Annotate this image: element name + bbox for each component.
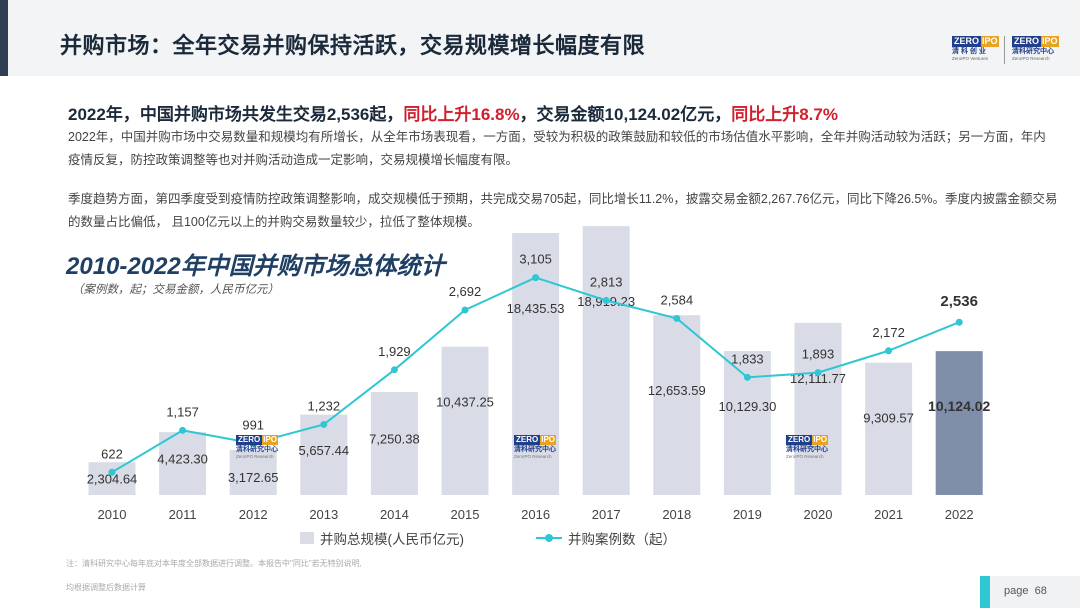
x-tick-label: 2018 (662, 507, 691, 522)
line-value-label: 1,157 (166, 404, 199, 419)
x-tick-label: 2013 (309, 507, 338, 522)
x-tick-label: 2022 (945, 507, 974, 522)
bar-value-label: 3,172.65 (228, 470, 279, 485)
legend-item-bar: 并购总规模(人民币亿元) (300, 528, 464, 548)
legend-bar-swatch (300, 532, 314, 544)
x-tick-label: 2016 (521, 507, 550, 522)
page-title: 并购市场：全年交易并购保持活跃，交易规模增长幅度有限 (60, 33, 646, 58)
bar-value-label: 2,304.64 (87, 472, 138, 487)
case-count-point-2021 (885, 347, 893, 355)
bar-2022 (935, 351, 983, 495)
bar-value-label: 10,129.30 (718, 399, 776, 414)
bar-value-label: 5,657.44 (298, 443, 349, 458)
chart-subtitle: （案例数，起；交易金额，人民币亿元） (72, 284, 279, 296)
case-count-point-2017 (602, 297, 610, 305)
legend-label-line: 并购案例数（起） (568, 532, 676, 547)
x-tick-label: 2011 (169, 507, 197, 522)
bar-2015 (441, 346, 489, 495)
line-value-label: 1,929 (378, 344, 411, 359)
line-value-label: 991 (242, 417, 264, 432)
logo-divider (1004, 36, 1005, 64)
case-count-point-2022 (955, 318, 963, 326)
watermark-logo: ZERO IPO 清科研究中心 ZeroIPO Research (514, 435, 557, 459)
case-count-point-2011 (179, 426, 187, 434)
bar-value-label: 7,250.38 (369, 431, 420, 446)
bar-2021 (865, 362, 913, 495)
bar-2020 (794, 322, 842, 495)
case-count-point-2018 (673, 314, 681, 322)
x-tick-label: 2020 (804, 507, 833, 522)
chart-legend: 并购总规模(人民币亿元) 并购案例数（起） (300, 528, 676, 548)
x-tick-label: 2021 (874, 507, 903, 522)
case-count-point-2013 (320, 420, 328, 428)
line-value-label: 2,813 (590, 275, 623, 290)
case-count-point-2019 (743, 373, 751, 381)
case-count-point-2015 (461, 306, 469, 314)
bar-value-label: 4,423.30 (157, 452, 208, 467)
x-tick-label: 2014 (380, 507, 409, 522)
zeroipo-ventures-logo: ZERO IPO 清 科 创 业 ZeroIPO Ventures (952, 36, 999, 61)
line-value-label: 2,692 (449, 284, 482, 299)
bar-value-label: 18,435.53 (507, 301, 565, 316)
line-value-label: 1,893 (802, 347, 835, 362)
line-value-label: 2,584 (661, 292, 694, 307)
bar-value-label: 9,309.57 (863, 411, 914, 426)
bar-2011 (159, 432, 207, 495)
x-tick-label: 2019 (733, 507, 762, 522)
line-value-label: 2,536 (940, 293, 978, 310)
case-count-point-2010 (108, 468, 116, 476)
header-accent-bar (0, 0, 8, 76)
x-tick-label: 2010 (98, 507, 127, 522)
bar-value-label: 10,124.02 (928, 398, 990, 414)
line-value-label: 3,105 (519, 252, 552, 267)
page-number: page 68 (1004, 585, 1047, 597)
line-value-label: 622 (101, 446, 123, 461)
bar-2017 (582, 226, 630, 496)
bar-2018 (653, 315, 701, 495)
bar-2019 (723, 351, 771, 495)
paragraph-annual: 2022年，中国并购市场中交易数量和规模均有所增长，从全年市场表现看，一方面，受… (68, 130, 1046, 167)
bar-value-label: 10,437.25 (436, 395, 494, 410)
headline: 2022年，中国并购市场共发生交易2,536起，同比上升16.8%，交易金额10… (68, 105, 838, 124)
case-count-point-2020 (814, 369, 822, 377)
chart-title: 2010-2022年中国并购市场总体统计 (66, 253, 445, 280)
line-value-label: 1,833 (731, 351, 764, 366)
bar-value-label: 12,111.77 (790, 371, 846, 386)
x-tick-label: 2012 (239, 507, 268, 522)
page-number-box: page 68 (980, 576, 1080, 608)
page-accent (980, 576, 990, 608)
bar-2014 (370, 391, 418, 495)
line-value-label: 1,232 (308, 398, 341, 413)
x-tick-label: 2017 (592, 507, 621, 522)
bar-value-label: 12,653.59 (648, 383, 706, 398)
case-count-point-2016 (532, 274, 540, 282)
line-value-label: 2,172 (872, 325, 905, 340)
zeroipo-research-logo: ZERO IPO 清科研究中心 ZeroIPO Research (1012, 36, 1059, 61)
watermark-logo: ZERO IPO 清科研究中心 ZeroIPO Research (236, 435, 279, 459)
bar-2012 (229, 449, 277, 495)
header-band (8, 0, 1080, 76)
legend-line-swatch (536, 532, 562, 544)
legend-label-bar: 并购总规模(人民币亿元) (320, 532, 464, 547)
paragraph-quarterly: 季度趋势方面，第四季度受到疫情防控政策调整影响，成交规模低于预期，共完成交易70… (68, 192, 1058, 229)
bar-2010 (88, 462, 136, 495)
watermark-logo: ZERO IPO 清科研究中心 ZeroIPO Research (786, 435, 829, 459)
x-tick-label: 2015 (451, 507, 480, 522)
legend-item-line: 并购案例数（起） (536, 528, 676, 548)
footnote-cont: 均根据调整后数据计算 (66, 583, 146, 592)
footnote: 注：清科研究中心每年底对本年度全部数据进行调整。本报告中"同比"若无特别说明, (66, 559, 362, 568)
case-count-point-2014 (390, 366, 398, 374)
